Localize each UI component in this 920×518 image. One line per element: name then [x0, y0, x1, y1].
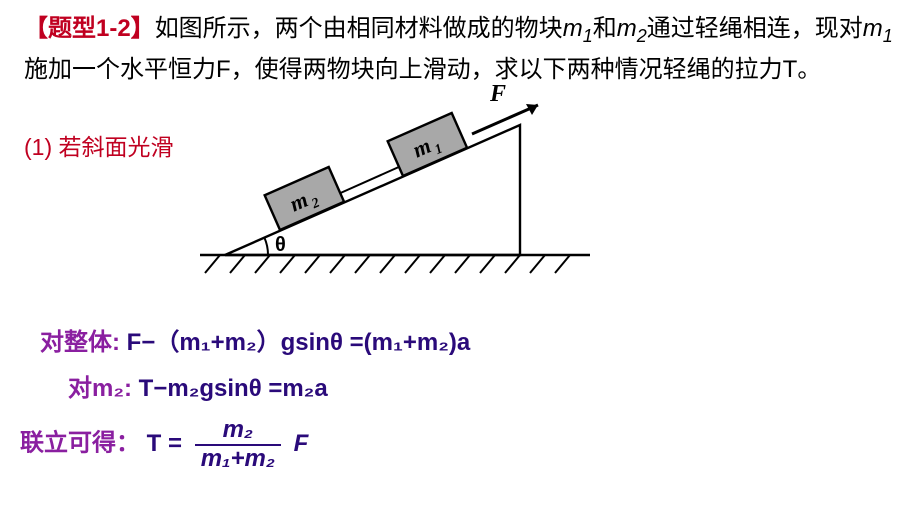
- equation-m2: 对m₂: T−m₂gsinθ =m₂a: [68, 366, 470, 412]
- eq3-label: 联立可得：: [20, 430, 140, 457]
- eq3-num: m₂: [195, 417, 281, 445]
- equation-whole-system: 对整体: F−（m₁+m₂）gsinθ =(m₁+m₂)a: [40, 320, 470, 366]
- theta-label: θ: [275, 234, 286, 256]
- eq3-T: T =: [147, 430, 182, 457]
- eq3-body: T = m₂ m₁+m₂ F: [147, 430, 309, 457]
- problem-tag: 【题型1-2】: [24, 15, 155, 42]
- solution-block: 对整体: F−（m₁+m₂）gsinθ =(m₁+m₂)a 对m₂: T−m₂g…: [40, 320, 470, 472]
- sub-2: 2: [637, 26, 647, 46]
- eq3-den: m₁+m₂: [195, 446, 281, 472]
- text: 如图所示，两个由相同材料做成的物块: [155, 15, 563, 42]
- eq1-label: 对整体:: [40, 329, 127, 356]
- eq2-body: T−m₂gsinθ =m₂a: [139, 375, 328, 402]
- eq3-F: F: [294, 430, 309, 457]
- text: 通过轻绳相连，现对: [647, 15, 863, 42]
- sub-1b: 1: [883, 26, 893, 46]
- ground-hatch: [205, 255, 570, 273]
- eq1-body: F−（m₁+m₂）gsinθ =(m₁+m₂)a: [127, 329, 471, 356]
- incline-triangle: [225, 125, 520, 255]
- force-label: F: [489, 85, 506, 107]
- var-m1: m: [563, 15, 583, 42]
- var-m1b: m: [863, 15, 883, 42]
- text: 施加一个水平恒力F，使得两物块向上滑动，求以下两种情况轻绳的拉力T。: [24, 56, 821, 83]
- text: 和: [593, 15, 617, 42]
- figure-svg: θ m 2 m 1 F: [190, 85, 610, 290]
- block-m1: m 1: [388, 113, 467, 176]
- case-1-label: (1) 若斜面光滑: [24, 128, 174, 162]
- block-m2: m 2: [265, 167, 344, 230]
- sub-1: 1: [583, 26, 593, 46]
- angle-arc: [264, 238, 268, 255]
- var-m2: m: [617, 15, 637, 42]
- equation-result: 联立可得： T = m₂ m₁+m₂ F: [20, 417, 470, 472]
- force-arrow: [472, 104, 538, 134]
- problem-statement: 【题型1-2】如图所示，两个由相同材料做成的物块m1和m2通过轻绳相连，现对m1…: [24, 10, 896, 88]
- eq2-label: 对m₂:: [68, 375, 139, 402]
- physics-figure: θ m 2 m 1 F: [190, 85, 610, 290]
- eq3-fraction: m₂ m₁+m₂: [195, 417, 281, 472]
- blocks-group: m 2 m 1 F: [265, 85, 538, 230]
